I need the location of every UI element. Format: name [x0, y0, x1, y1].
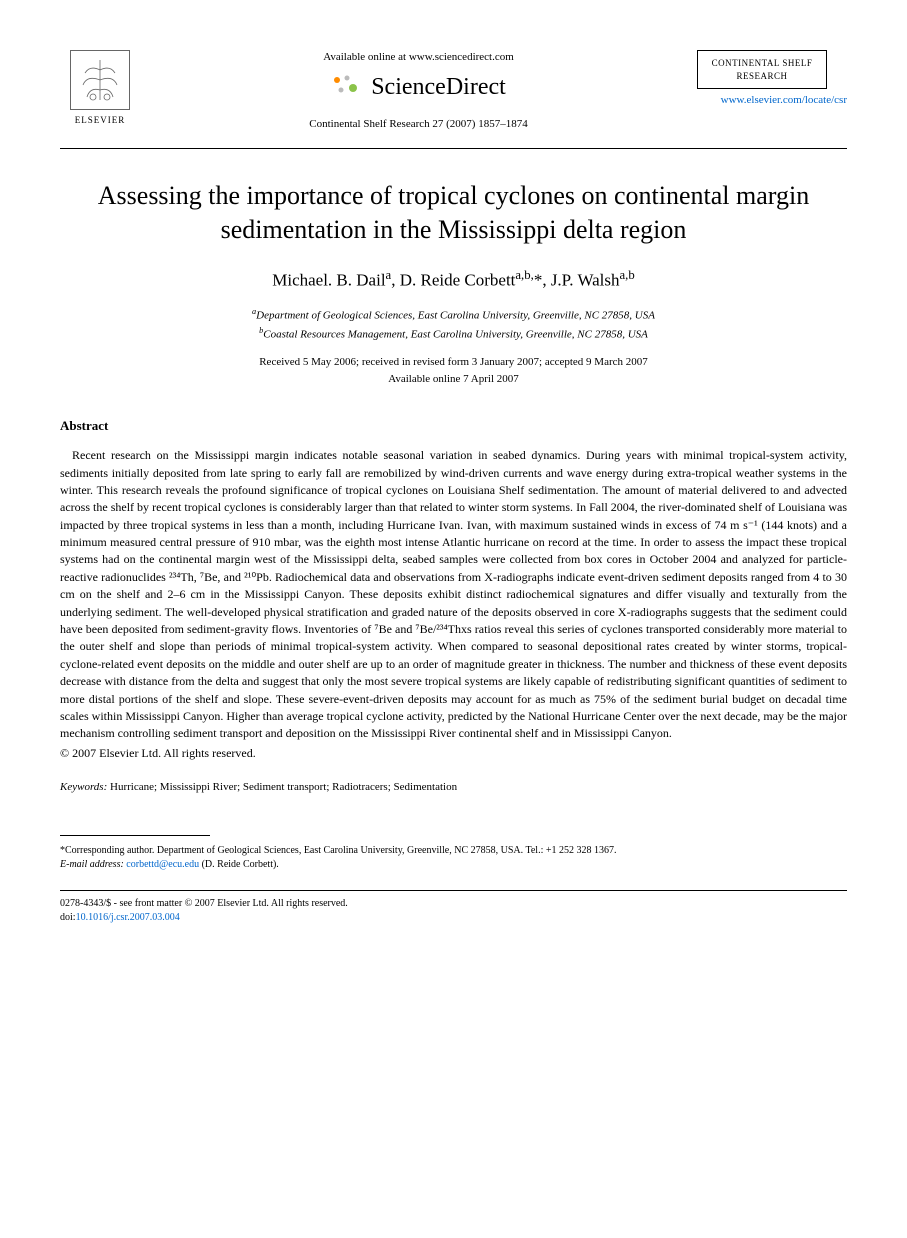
doi-line: doi:10.1016/j.csr.2007.03.004: [60, 911, 847, 925]
journal-name-line1: CONTINENTAL SHELF: [708, 57, 816, 70]
elsevier-label: ELSEVIER: [75, 114, 126, 127]
corresponding-author-text: *Corresponding author. Department of Geo…: [60, 844, 847, 858]
right-header-col: CONTINENTAL SHELF RESEARCH www.elsevier.…: [697, 50, 847, 109]
article-dates: Received 5 May 2006; received in revised…: [60, 355, 847, 387]
affiliation-b: bCoastal Resources Management, East Caro…: [60, 325, 847, 343]
elsevier-tree-icon: [70, 50, 130, 110]
doi-label: doi:: [60, 912, 76, 923]
corresponding-footnote: *Corresponding author. Department of Geo…: [60, 844, 847, 872]
abstract-heading: Abstract: [60, 417, 847, 435]
journal-name-line2: RESEARCH: [708, 70, 816, 83]
keywords-line: Keywords: Hurricane; Mississippi River; …: [60, 780, 847, 795]
keywords-text: Hurricane; Mississippi River; Sediment t…: [110, 781, 457, 793]
available-online-text: Available online at www.sciencedirect.co…: [160, 50, 677, 65]
article-title: Assessing the importance of tropical cyc…: [60, 179, 847, 247]
sciencedirect-dots-icon: [331, 72, 363, 105]
header-rule: [60, 148, 847, 149]
footnote-rule: [60, 835, 210, 836]
issn-line: 0278-4343/$ - see front matter © 2007 El…: [60, 897, 847, 911]
elsevier-logo: ELSEVIER: [60, 50, 140, 140]
abstract-text: Recent research on the Mississippi margi…: [60, 447, 847, 743]
bottom-info: 0278-4343/$ - see front matter © 2007 El…: [60, 897, 847, 925]
citation-line: Continental Shelf Research 27 (2007) 185…: [160, 117, 677, 132]
bottom-rule: [60, 890, 847, 891]
journal-name-box: CONTINENTAL SHELF RESEARCH: [697, 50, 827, 89]
authors-line: Michael. B. Daila, D. Reide Corbetta,b,*…: [60, 267, 847, 292]
keywords-label: Keywords:: [60, 781, 107, 793]
email-label: E-mail address:: [60, 859, 124, 870]
online-date: Available online 7 April 2007: [60, 372, 847, 387]
copyright-line: © 2007 Elsevier Ltd. All rights reserved…: [60, 745, 847, 762]
doi-link[interactable]: 10.1016/j.csr.2007.03.004: [76, 912, 180, 923]
email-link[interactable]: corbettd@ecu.edu: [126, 859, 199, 870]
center-header: Available online at www.sciencedirect.co…: [140, 50, 697, 132]
sciencedirect-text: ScienceDirect: [371, 71, 506, 105]
email-line: E-mail address: corbettd@ecu.edu (D. Rei…: [60, 858, 847, 872]
header-row: ELSEVIER Available online at www.science…: [60, 50, 847, 140]
received-date: Received 5 May 2006; received in revised…: [60, 355, 847, 370]
affiliation-a: aDepartment of Geological Sciences, East…: [60, 306, 847, 324]
journal-url-link[interactable]: www.elsevier.com/locate/csr: [697, 93, 847, 108]
email-name: (D. Reide Corbett).: [202, 859, 279, 870]
affiliations: aDepartment of Geological Sciences, East…: [60, 306, 847, 343]
sciencedirect-logo: ScienceDirect: [160, 71, 677, 105]
